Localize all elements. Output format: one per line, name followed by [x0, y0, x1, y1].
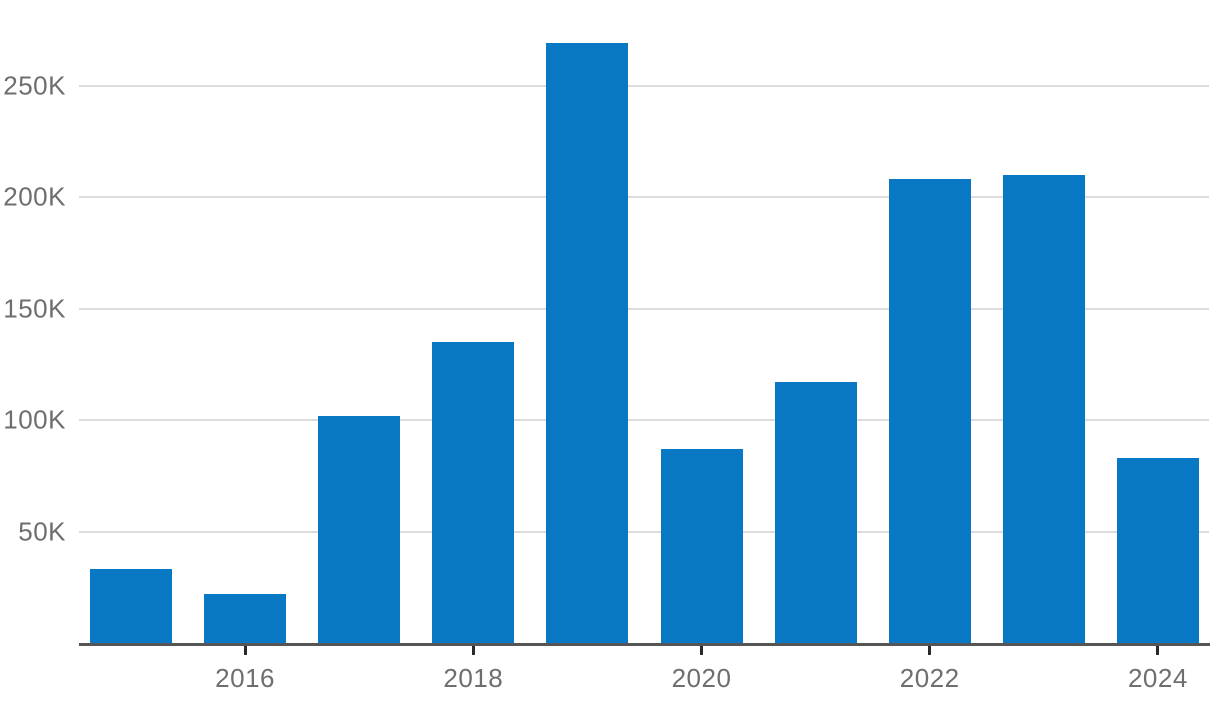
bar-2021[interactable] — [774, 382, 857, 643]
y-axis-tick-label: 150K — [3, 292, 66, 323]
bar-2023[interactable] — [1002, 174, 1085, 643]
bar-2022[interactable] — [888, 179, 971, 643]
x-axis-line — [79, 643, 1210, 646]
gridline-50K — [79, 530, 1209, 533]
bar-2018[interactable] — [432, 341, 515, 643]
x-axis-tick-mark — [243, 646, 247, 655]
x-axis-tick-mark — [928, 646, 932, 655]
bar-2017[interactable] — [318, 415, 401, 643]
bar-2020[interactable] — [660, 449, 743, 643]
y-axis-tick-label: 50K — [18, 515, 66, 546]
bar-2019[interactable] — [546, 43, 629, 643]
gridline-200K — [79, 196, 1209, 198]
bar-2024[interactable] — [1116, 457, 1199, 643]
x-axis-tick-label: 2024 — [1127, 663, 1188, 693]
x-axis-tick-label: 2018 — [443, 663, 504, 693]
gridline-250K — [79, 84, 1209, 87]
y-axis-tick-label: 200K — [3, 181, 66, 212]
x-axis-tick-mark — [471, 646, 475, 655]
gridline-100K — [79, 419, 1209, 421]
x-axis-tick-label: 2016 — [215, 663, 276, 693]
y-axis-tick-label: 100K — [3, 404, 66, 435]
x-axis-tick-label: 2022 — [899, 663, 960, 693]
gridline-150K — [79, 307, 1209, 310]
bar-2015[interactable] — [90, 569, 172, 643]
x-axis-tick-label: 2020 — [671, 663, 732, 693]
x-axis-tick-mark — [1156, 646, 1160, 655]
bar-2016[interactable] — [204, 593, 287, 643]
x-axis-tick-mark — [700, 646, 703, 655]
y-axis-tick-label: 250K — [3, 69, 66, 100]
